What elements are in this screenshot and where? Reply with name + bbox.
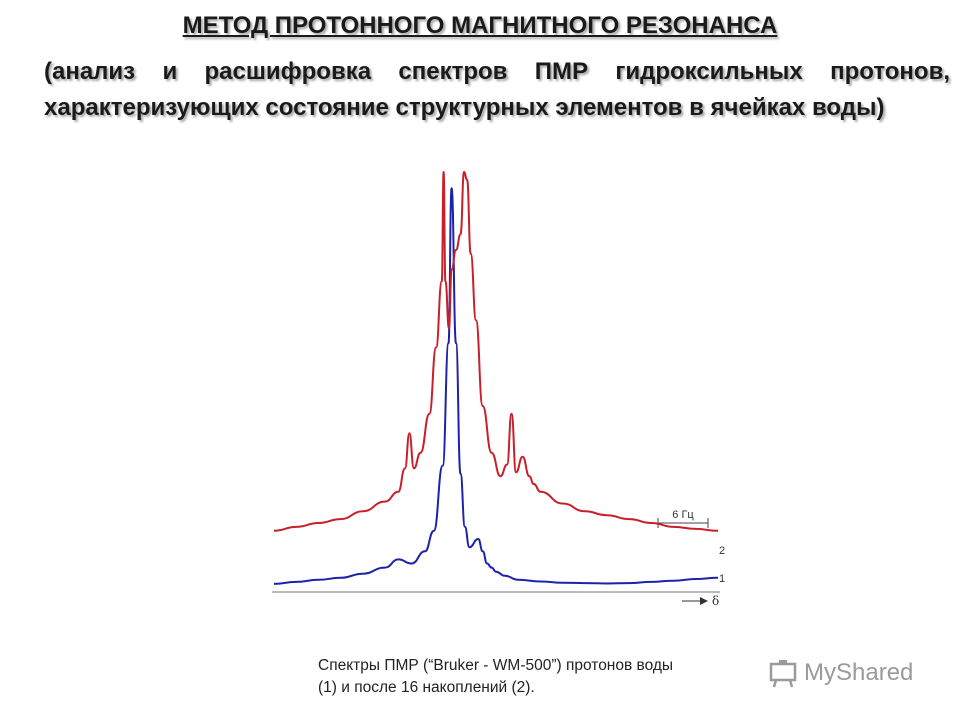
arrow-right-icon [700, 597, 708, 605]
scale-bar: 6 Гц [657, 509, 709, 528]
series-line-2 [273, 170, 719, 532]
x-axis-label: δ [712, 594, 719, 608]
scale-bar-label: 6 Гц [672, 509, 694, 521]
series-label-2: 2 [719, 545, 725, 557]
caption-line-2: (1) и после 16 накоплений (2). [318, 679, 535, 696]
page-title: МЕТОД ПРОТОННОГО МАГНИТНОГО РЕЗОНАНСА [182, 12, 778, 39]
figure-caption: Спектры ПМР (“Bruker - WM-500”) протонов… [318, 655, 738, 699]
caption-line-1: Спектры ПМР (“Bruker - WM-500”) протонов… [318, 657, 674, 674]
watermark-text: MyShared [804, 659, 914, 686]
presentation-board-icon [769, 660, 797, 688]
watermark: MyShared [768, 656, 913, 690]
series-line-1 [273, 187, 719, 585]
delta-axis-indicator: δ [682, 594, 719, 608]
series-label-1: 1 [719, 573, 725, 585]
page-subtitle: (анализ и расшифровка спектров ПМР гидро… [44, 58, 950, 121]
